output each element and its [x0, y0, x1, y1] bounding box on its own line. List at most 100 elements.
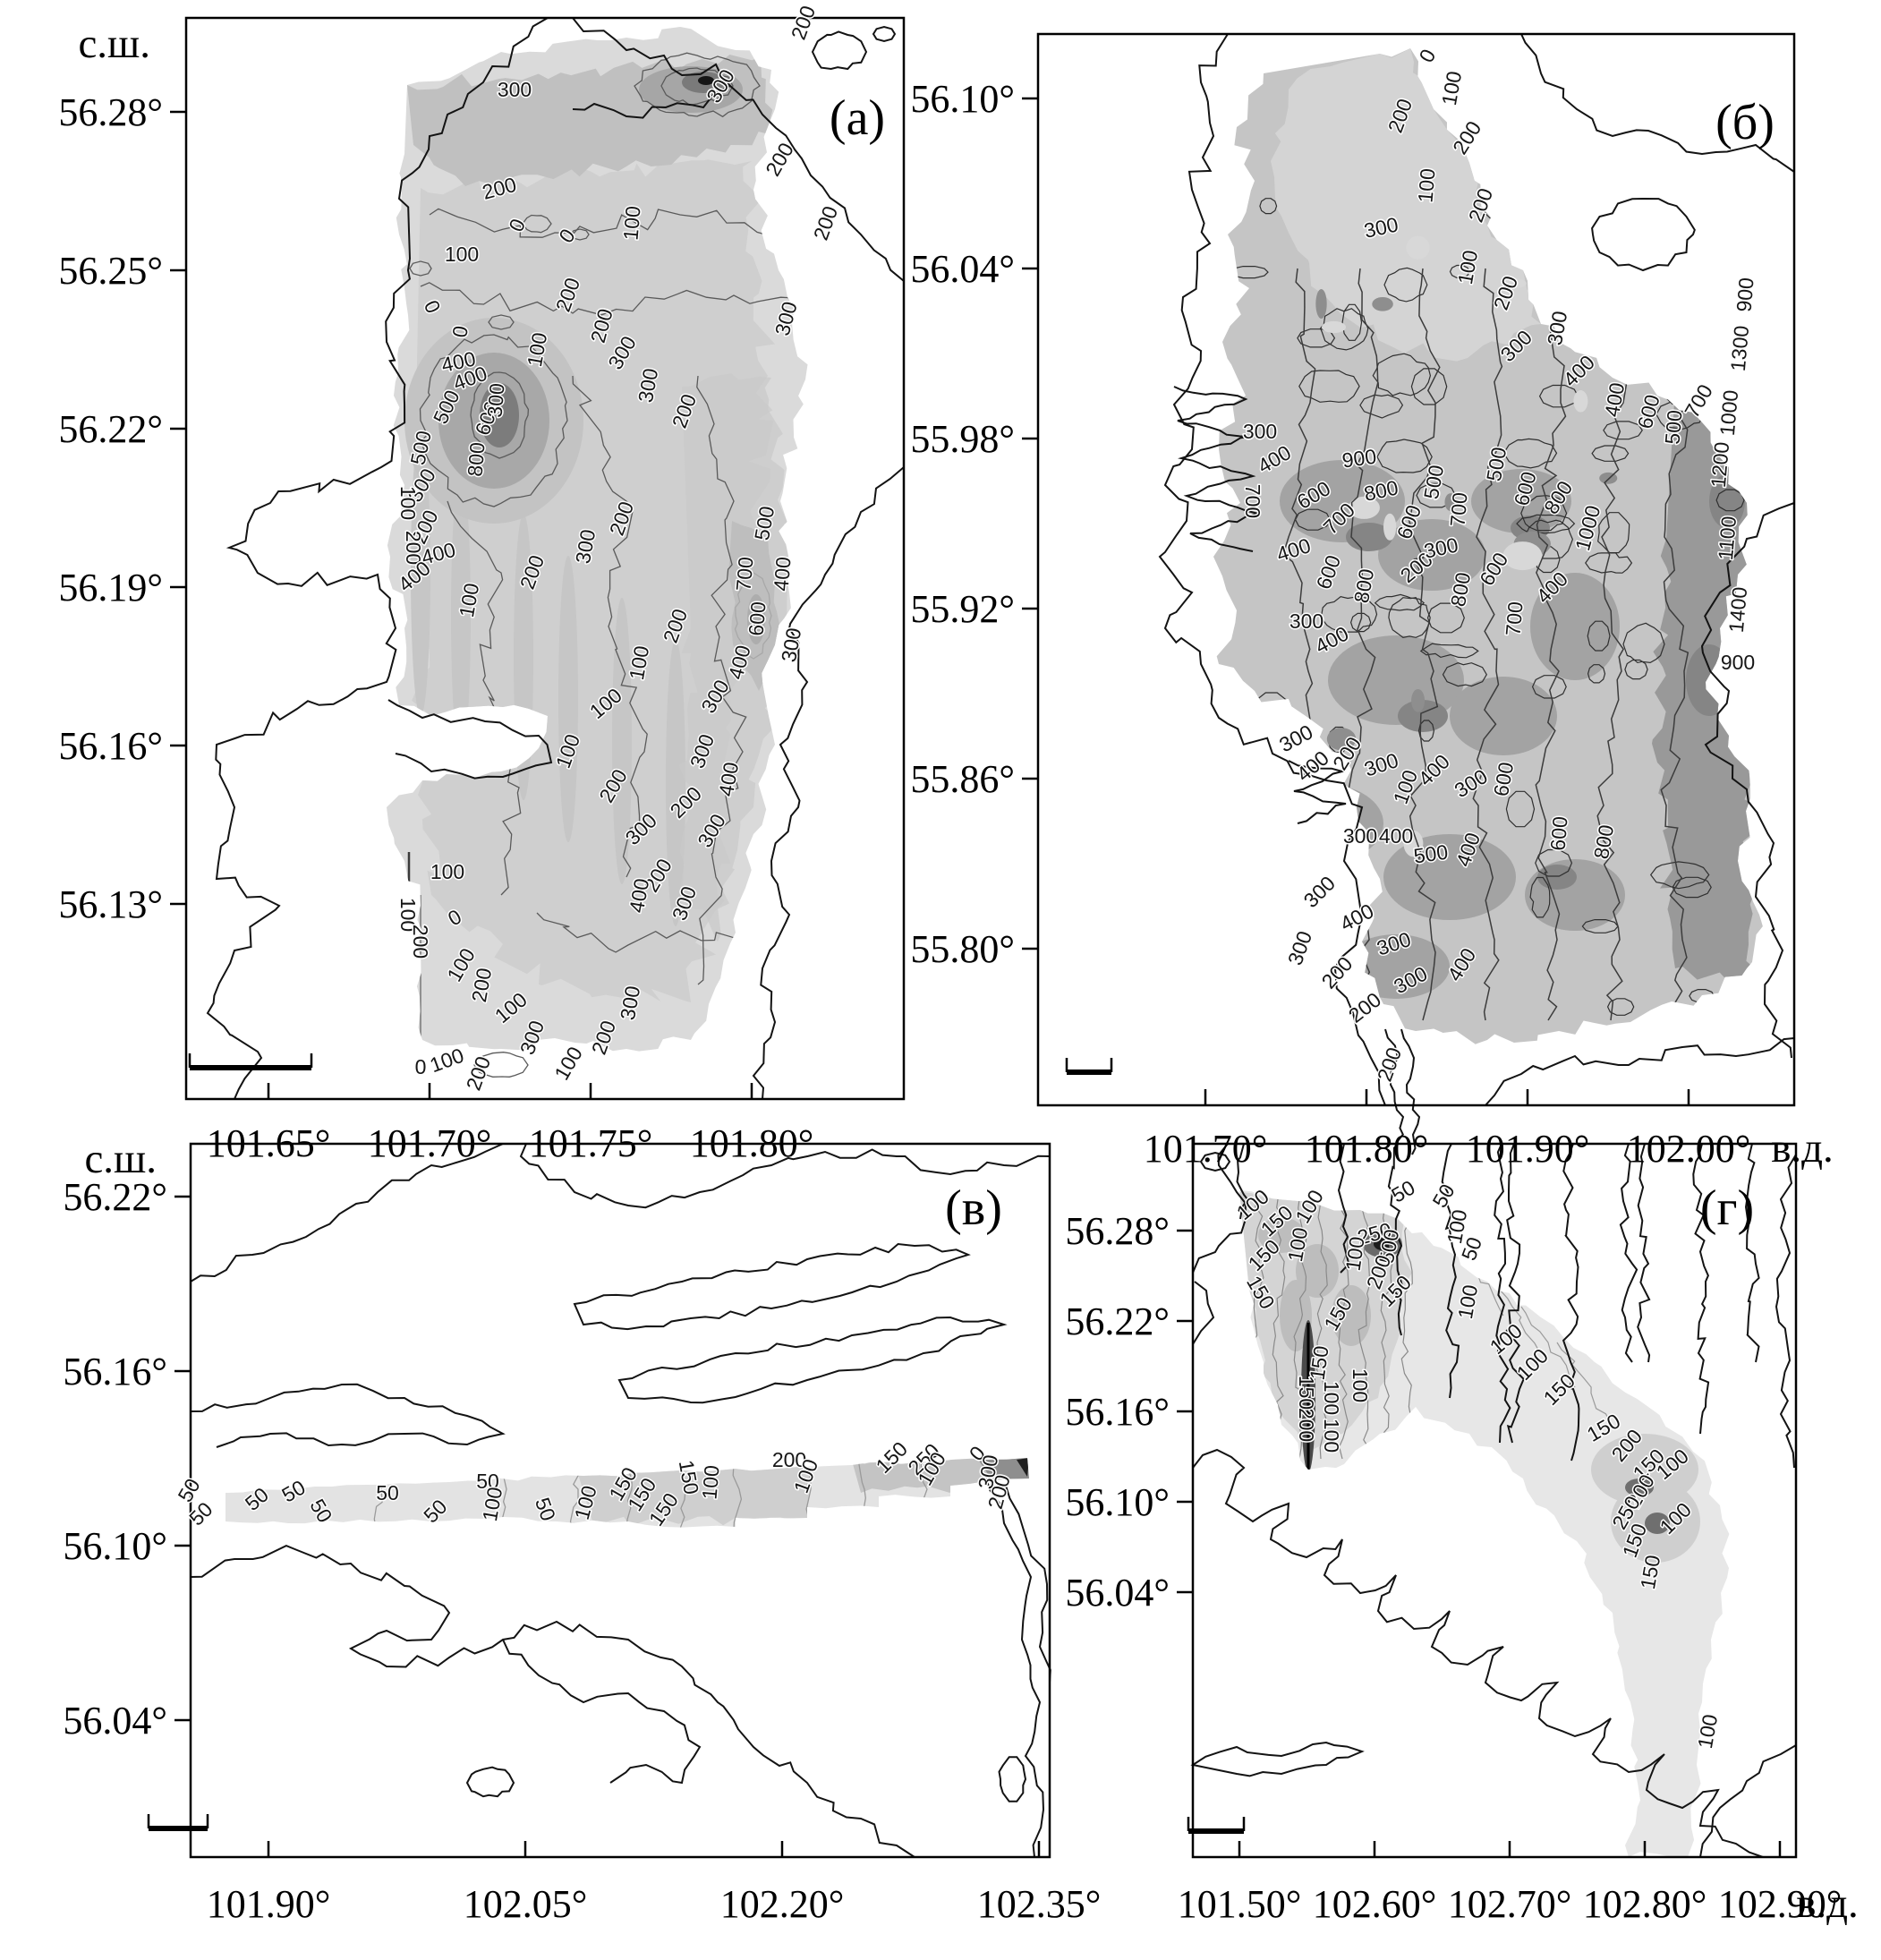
contour-label: 700: [1445, 491, 1471, 527]
valley-line: [1387, 1143, 1403, 1336]
contour-label: 100: [396, 486, 420, 520]
zero-contour: [409, 260, 432, 277]
contour-ring: [1585, 300, 1647, 343]
contour-ring: [1692, 252, 1747, 271]
contour-ring: [1529, 876, 1551, 918]
coastline: [190, 1383, 506, 1448]
y-tick-label: 56.28°: [58, 90, 163, 134]
shaded-core: [1471, 469, 1571, 533]
shaded-core: [1573, 390, 1588, 413]
river-bank: [1400, 1028, 1421, 1155]
shaded-area: [977, 1458, 1029, 1482]
contour-label: 50: [376, 1481, 399, 1504]
contour-line: [572, 375, 648, 878]
contour-line: [1535, 268, 1567, 1021]
shaded-core: [1450, 677, 1557, 755]
y-tick-label: 56.04°: [1065, 1571, 1170, 1615]
island: [998, 1756, 1027, 1802]
contour-label: 100: [1693, 1712, 1722, 1750]
contour-label: 150: [1295, 1376, 1318, 1410]
contour-ring: [1537, 205, 1590, 224]
contour-label: 100: [427, 1044, 467, 1078]
contour-label: 700: [1501, 601, 1527, 636]
contour-line: [1520, 1306, 1576, 1388]
contour-ring: [1383, 267, 1428, 303]
panel-g-frame: [1191, 1142, 1798, 1859]
contour-label: 1200: [1707, 441, 1733, 489]
shaded-core: [1625, 1479, 1654, 1496]
coastline: [1520, 33, 1795, 173]
contour-label: 1400: [1724, 586, 1751, 634]
coastline: [572, 85, 731, 119]
zero-contour: [488, 314, 515, 330]
panel-b-lon-axis-unit: в.д.: [1771, 1125, 1834, 1172]
coastline: [1700, 502, 1795, 1059]
shaded-area: [678, 373, 791, 942]
contour-ring: [1442, 662, 1487, 687]
shaded-core: [1258, 1217, 1305, 1253]
streak: [558, 556, 578, 842]
shaded-core: [1502, 541, 1543, 571]
dark-core: [1017, 1458, 1029, 1477]
panel-a-label: (а): [830, 90, 885, 146]
x-tick-label: 102.90°: [1718, 1882, 1843, 1926]
contour-label: 300: [1243, 420, 1277, 443]
contour-label: 600: [1545, 815, 1571, 851]
y-tick-label: 56.13°: [58, 882, 163, 926]
contour-label: 200: [462, 1053, 496, 1094]
x-tick-label: 101.70°: [1144, 1127, 1268, 1171]
coastline: [206, 17, 549, 1100]
shaded-core: [1500, 278, 1527, 289]
contour-ring: [1581, 919, 1619, 933]
river-bank: [1005, 1485, 1051, 1683]
panel-b-frame: [1036, 32, 1796, 1107]
shaded-core: [1444, 493, 1457, 512]
x-tick-label: 101.75°: [529, 1121, 653, 1165]
contour-ring: [1585, 552, 1633, 574]
panel-a-map: [188, 17, 905, 1100]
y-tick-label: 55.92°: [910, 587, 1015, 631]
contour-label: 0: [447, 324, 472, 339]
peninsula: [1190, 1741, 1365, 1777]
valley-line: [1337, 1143, 1350, 1274]
contour-label: 300: [498, 78, 532, 101]
contour-label: 100: [478, 1485, 506, 1522]
contour-label: 100: [1413, 167, 1439, 203]
contour-label: 300: [1275, 720, 1316, 756]
contour-label: 900: [1732, 277, 1758, 312]
contour-label: 1300: [1726, 325, 1753, 372]
y-tick-label: 56.10°: [1065, 1480, 1170, 1524]
x-tick-label: 101.50°: [1178, 1882, 1302, 1926]
y-tick-label: 56.16°: [63, 1350, 167, 1393]
panel-b-label: (б): [1715, 95, 1775, 150]
contour-label: 200: [409, 925, 432, 959]
valley-line: [1505, 1143, 1525, 1444]
valley-line: [1744, 1143, 1760, 1363]
shaded-core: [480, 383, 519, 447]
contour-ring: [1319, 308, 1369, 351]
contour-label: 600: [744, 601, 770, 636]
x-tick-label: 102.20°: [720, 1882, 845, 1926]
shaded-core: [1280, 460, 1405, 542]
panel-v-map: [147, 1143, 1051, 1858]
coastline: [1192, 1143, 1247, 1274]
contour-ring: [1535, 848, 1573, 877]
coastline: [190, 1143, 504, 1283]
y-tick-label: 56.19°: [58, 566, 163, 609]
contour-label: 200: [772, 1448, 806, 1471]
coastline: [1158, 33, 1386, 1106]
coastline: [1192, 1281, 1215, 1345]
contour-ring: [473, 1052, 529, 1078]
contour-ring: [1649, 861, 1710, 890]
shaded-core: [1530, 573, 1620, 680]
contour-label: 900: [1721, 651, 1755, 674]
valley-line: [1494, 1143, 1511, 1444]
contour-ring: [1225, 973, 1272, 1013]
y-tick-label: 56.10°: [910, 77, 1015, 121]
shaded-core: [1321, 320, 1347, 334]
contour-line: [1338, 1198, 1349, 1460]
contour-line: [447, 500, 522, 896]
contour-ring: [470, 371, 530, 459]
contour-ring: [1587, 664, 1606, 684]
